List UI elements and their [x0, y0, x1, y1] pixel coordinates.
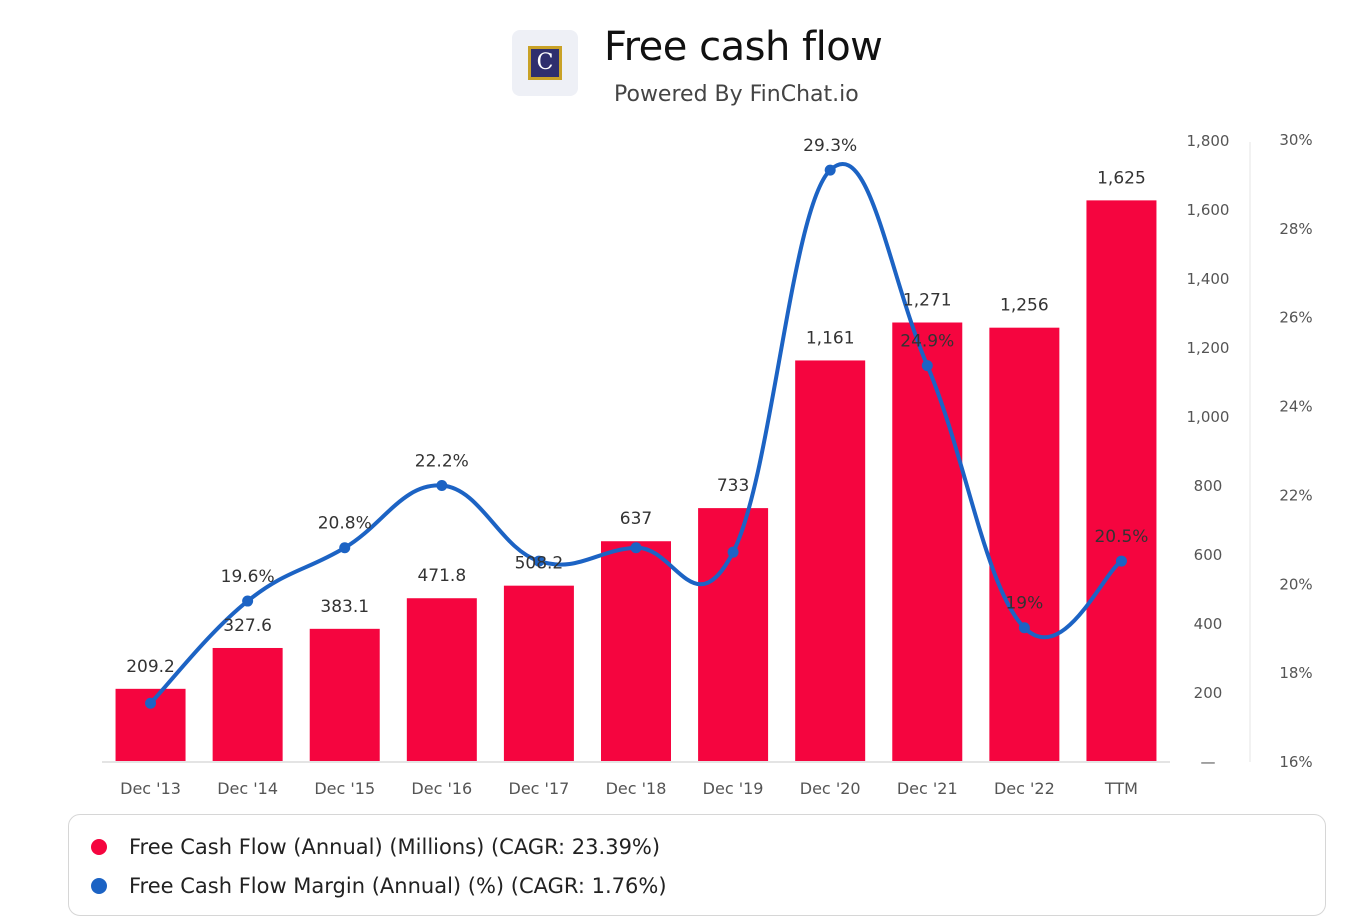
bar-label-3: 471.8 [417, 566, 466, 586]
margin-point-9 [1018, 622, 1030, 634]
x-tick-label-1: Dec '14 [217, 779, 278, 798]
y-right-tick-label-7: 30% [1279, 131, 1312, 149]
y-left-tick-label-3: 600 [1194, 546, 1223, 564]
chart-axes: Dec '13 Dec '14 Dec '15 Dec '16 Dec '17 Dec '… [102, 131, 1313, 798]
margin-point-8 [921, 360, 933, 372]
margin-point-10 [1115, 555, 1127, 567]
x-tick-label-8: Dec '21 [897, 779, 958, 798]
y-left-tick-label-1: 200 [1194, 684, 1223, 702]
y-left-tick-label-4: 800 [1194, 477, 1223, 495]
bar-label-6: 733 [717, 476, 749, 496]
y-left-tick-label-5: 1,000 [1187, 408, 1230, 426]
margin-point-4 [533, 555, 545, 567]
bar-series [115, 200, 1157, 761]
y-left-tick-label-0: — [1201, 753, 1216, 771]
bar-1 [212, 647, 283, 761]
bar-9 [989, 327, 1060, 761]
bar-label-8: 1,271 [903, 291, 952, 311]
legend-item-margin: Free Cash Flow Margin (Annual) (%) (CAGR… [91, 874, 667, 898]
y-right-tick-label-6: 28% [1279, 220, 1312, 238]
y-right-tick-label-3: 22% [1279, 486, 1312, 504]
y-right-tick-label-0: 16% [1279, 753, 1312, 771]
bar-3 [406, 598, 477, 761]
data-labels: 209.2 327.6 383.1 471.8 508.2 637 733 1,161 1,27… [126, 136, 1148, 677]
x-tick-label-6: Dec '19 [703, 779, 764, 798]
margin-point-3 [436, 480, 448, 492]
x-tick-label-3: Dec '16 [411, 779, 472, 798]
line-label-8: 24.9% [900, 332, 954, 352]
legend-label-margin: Free Cash Flow Margin (Annual) (%) (CAGR… [129, 874, 667, 898]
bar-label-10: 1,625 [1097, 168, 1146, 188]
margin-point-0 [145, 697, 157, 709]
margin-point-6 [727, 546, 739, 558]
bar-label-5: 637 [620, 509, 652, 529]
bar-2 [309, 628, 380, 761]
x-tick-label-10: TTM [1104, 779, 1138, 798]
bar-7 [795, 360, 866, 761]
y-right-tick-label-1: 18% [1279, 664, 1312, 682]
line-label-3: 22.2% [415, 452, 469, 472]
line-label-10: 20.5% [1094, 527, 1148, 547]
x-tick-label-5: Dec '18 [606, 779, 667, 798]
y-right-tick-label-4: 24% [1279, 398, 1312, 416]
logo-emblem: C [528, 46, 562, 80]
x-tick-label-2: Dec '15 [314, 779, 375, 798]
margin-point-5 [630, 542, 642, 554]
legend-item-fcf: Free Cash Flow (Annual) (Millions) (CAGR… [91, 835, 660, 859]
finchat-logo: C [512, 30, 578, 96]
y-left-tick-label-8: 1,600 [1187, 201, 1230, 219]
line-label-7: 29.3% [803, 136, 857, 156]
line-label-2: 20.8% [318, 514, 372, 534]
y-left-tick-label-2: 400 [1194, 615, 1223, 633]
legend-swatch-fcf [91, 839, 107, 855]
line-label-1: 19.6% [221, 567, 275, 587]
bar-8 [892, 322, 963, 761]
bar-6 [698, 508, 769, 761]
y-right-tick-label-5: 26% [1279, 309, 1312, 327]
bar-5 [601, 541, 671, 761]
bar-label-0: 209.2 [126, 657, 175, 677]
bar-label-4: 508.2 [515, 554, 564, 574]
legend-swatch-margin [91, 878, 107, 894]
logo-letter: C [536, 50, 554, 75]
bar-label-7: 1,161 [806, 328, 855, 348]
legend-label-fcf: Free Cash Flow (Annual) (Millions) (CAGR… [129, 835, 661, 859]
bar-label-9: 1,256 [1000, 296, 1049, 316]
margin-point-1 [242, 595, 254, 607]
line-series [145, 162, 1127, 709]
y-right-tick-label-2: 20% [1279, 575, 1312, 593]
x-tick-label-0: Dec '13 [120, 779, 181, 798]
x-tick-label-7: Dec '20 [800, 779, 861, 798]
y-left-tick-label-7: 1,400 [1187, 270, 1230, 288]
chart-title: Free cash flow [604, 24, 883, 70]
x-tick-label-9: Dec '22 [994, 779, 1055, 798]
line-label-9: 19% [1005, 594, 1043, 614]
bar-10 [1086, 200, 1157, 761]
bar-label-2: 383.1 [320, 597, 369, 617]
y-left-tick-label-6: 1,200 [1187, 339, 1230, 357]
bar-label-1: 327.6 [223, 616, 272, 636]
x-tick-label-4: Dec '17 [509, 779, 570, 798]
chart-legend: Free Cash Flow (Annual) (Millions) (CAGR… [68, 814, 1326, 916]
margin-point-2 [339, 542, 351, 554]
chart-subtitle: Powered By FinChat.io [614, 82, 859, 107]
chart-header: C Free cash flow Powered By FinChat.io [0, 0, 1362, 120]
bar-4 [503, 585, 574, 761]
y-left-tick-label-9: 1,800 [1187, 132, 1230, 150]
margin-point-7 [824, 164, 836, 176]
combo-chart: Dec '13 Dec '14 Dec '15 Dec '16 Dec '17 Dec '… [102, 131, 1313, 798]
